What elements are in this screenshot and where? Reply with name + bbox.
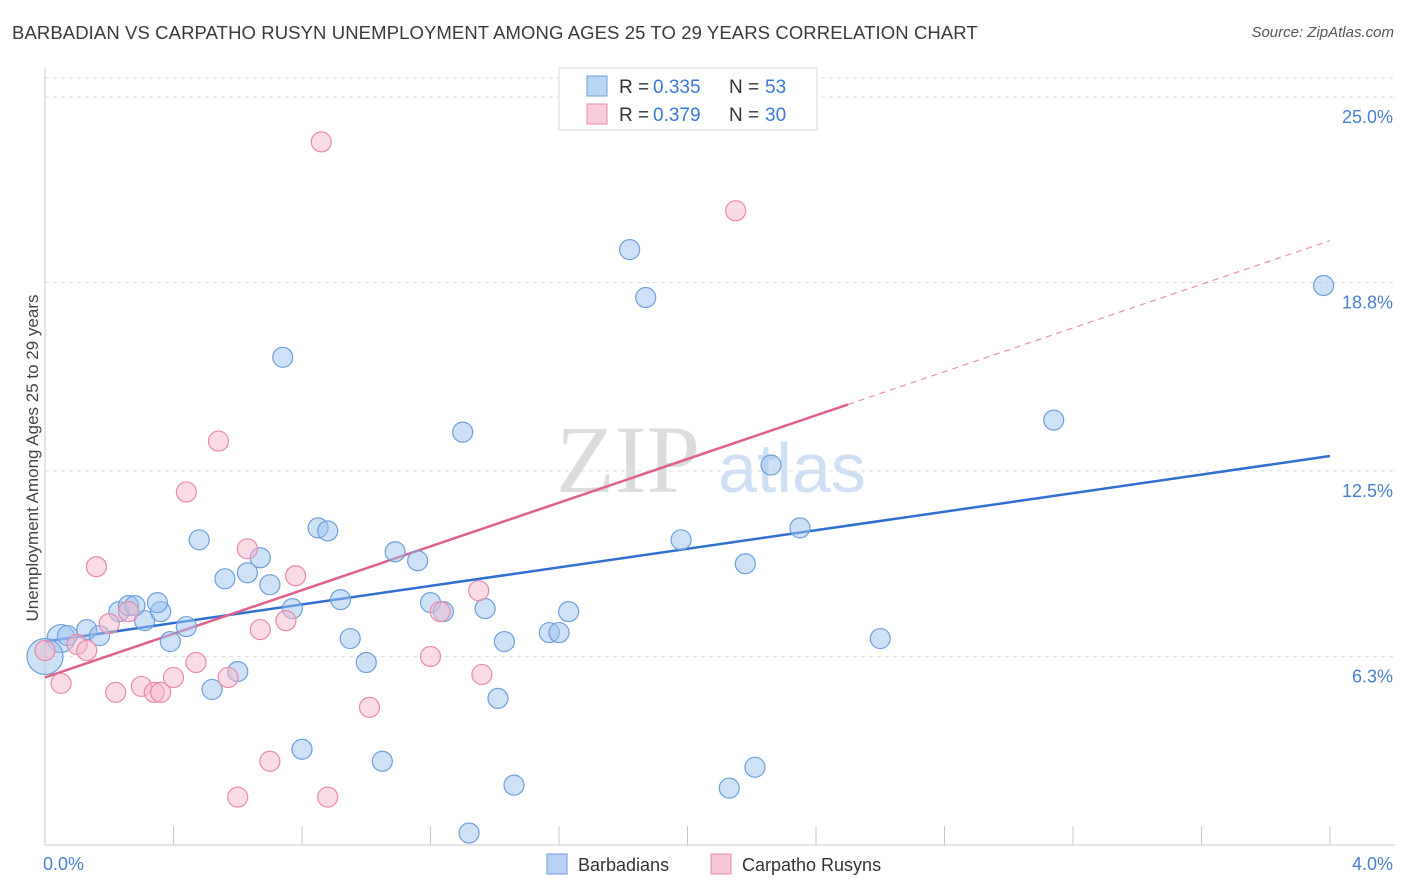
- legend: R = 0.335 N = 53 R = 0.379 N = 30: [558, 67, 818, 131]
- carpatho-rusyn-point: [317, 786, 339, 808]
- axes: [44, 68, 1395, 846]
- barbadian-point: [744, 756, 766, 778]
- carpatho-rusyn-point: [725, 200, 747, 222]
- barbadian-point: [339, 627, 361, 650]
- carpatho-rusyn-point: [76, 639, 98, 662]
- legend-n-value: 30: [765, 105, 786, 126]
- x-tick-label: 0.0%: [43, 854, 84, 874]
- carpatho-rusyn-point: [429, 601, 451, 623]
- y-tick-label: 12.5%: [1342, 481, 1393, 501]
- carpatho-rusyn-point: [468, 580, 490, 602]
- legend-r-label: R =: [619, 77, 649, 98]
- barbadian-point: [371, 750, 393, 772]
- data-points: [26, 131, 1335, 844]
- barbadian-point: [558, 601, 580, 623]
- barbadian-point: [236, 562, 258, 584]
- carpatho-rusyn-point: [207, 430, 230, 452]
- carpatho-rusyn-point: [284, 565, 307, 587]
- carpatho-rusyn-point: [236, 538, 258, 560]
- carpatho-rusyn-point: [419, 645, 442, 668]
- legend-r-label: R =: [619, 105, 649, 126]
- barbadian-point: [201, 678, 223, 701]
- watermark: ZIP atlas: [556, 406, 866, 513]
- barbadian-point: [503, 774, 525, 796]
- barbadian-point: [789, 517, 811, 539]
- barbadian-point: [291, 738, 313, 760]
- y-tick-label: 18.8%: [1342, 293, 1393, 313]
- carpatho-rusyn-point: [85, 556, 108, 578]
- carpatho-rusyn-point: [249, 618, 271, 641]
- bottom-legend: Barbadians Carpatho Rusyns: [546, 853, 881, 875]
- barbadian-point: [474, 598, 496, 620]
- tick-labels: 6.3% 12.5% 18.8% 25.0% 0.0% 4.0%: [43, 107, 1393, 874]
- barbadian-point: [259, 574, 281, 596]
- carpatho-rusyn-point: [217, 666, 239, 689]
- carpatho-rusyn-point: [185, 651, 207, 674]
- barbadian-point: [487, 687, 509, 709]
- legend-swatch: [586, 75, 608, 97]
- barbadian-point: [869, 627, 891, 650]
- barbadian-point: [734, 553, 756, 575]
- carpatho-rusyn-point: [117, 601, 140, 623]
- barbadian-point: [718, 777, 740, 799]
- barbadian-point: [458, 822, 480, 844]
- carpatho-rusyn-point: [105, 681, 127, 704]
- barbadian-point: [188, 529, 210, 551]
- barbadian-point: [452, 421, 474, 443]
- barbadian-point: [384, 541, 406, 563]
- barbadian-point: [407, 550, 429, 572]
- barbadian-point: [159, 630, 181, 653]
- legend-n-label: N =: [729, 105, 759, 126]
- chart-title: BARBADIAN VS CARPATHO RUSYN UNEMPLOYMENT…: [12, 22, 978, 43]
- carpatho-rusyn-point: [150, 681, 172, 704]
- barbadian-point: [493, 630, 515, 653]
- carpatho-rusyn-point: [275, 609, 297, 632]
- barbadian-point: [635, 286, 657, 309]
- barbadian-point: [670, 529, 692, 551]
- trend-line-0: [44, 454, 1331, 643]
- barbadian-point: [1312, 274, 1335, 297]
- legend-swatch: [586, 103, 608, 125]
- source-label: Source: ZipAtlas.com: [1251, 24, 1394, 41]
- x-tick-label: 4.0%: [1352, 854, 1393, 874]
- trend-line-dashed-1: [847, 240, 1331, 405]
- carpatho-rusyn-point: [227, 786, 249, 808]
- legend-r-value: 0.335: [653, 77, 701, 98]
- legend-n-label: N =: [729, 77, 759, 98]
- legend-n-value: 53: [765, 77, 786, 98]
- barbadian-point: [355, 651, 377, 674]
- legend-r-value: 0.379: [653, 105, 701, 126]
- barbadian-point: [146, 592, 169, 614]
- bottom-legend-label: Carpatho Rusyns: [742, 855, 881, 875]
- barbadian-point: [272, 346, 294, 368]
- barbadian-point: [548, 621, 570, 644]
- carpatho-rusyn-point: [162, 666, 185, 689]
- y-tick-label: 25.0%: [1342, 107, 1393, 127]
- watermark-atlas: atlas: [718, 429, 866, 507]
- carpatho-rusyn-point: [259, 750, 281, 772]
- barbadian-point: [1043, 409, 1065, 431]
- bottom-legend-label: Barbadians: [578, 855, 669, 875]
- barbadian-point: [317, 520, 339, 542]
- barbadian-point: [329, 589, 352, 611]
- carpatho-rusyn-point: [310, 131, 332, 153]
- carpatho-rusyn-point: [98, 612, 120, 635]
- bottom-legend-swatch: [710, 853, 732, 875]
- trendlines: [44, 240, 1331, 679]
- barbadian-point: [175, 615, 197, 638]
- carpatho-rusyn-point: [471, 663, 493, 686]
- y-tick-label: 6.3%: [1352, 667, 1393, 687]
- carpatho-rusyn-point: [358, 696, 381, 718]
- y-axis-title: Unemployment Among Ages 25 to 29 years: [23, 295, 42, 622]
- barbadian-point: [214, 568, 236, 590]
- barbadian-point: [619, 238, 641, 261]
- carpatho-rusyn-point: [34, 639, 56, 662]
- carpatho-rusyn-point: [175, 481, 197, 503]
- carpatho-rusyn-point: [50, 672, 72, 695]
- bottom-legend-swatch: [546, 853, 568, 875]
- barbadian-point: [133, 609, 156, 632]
- barbadian-point: [760, 454, 782, 476]
